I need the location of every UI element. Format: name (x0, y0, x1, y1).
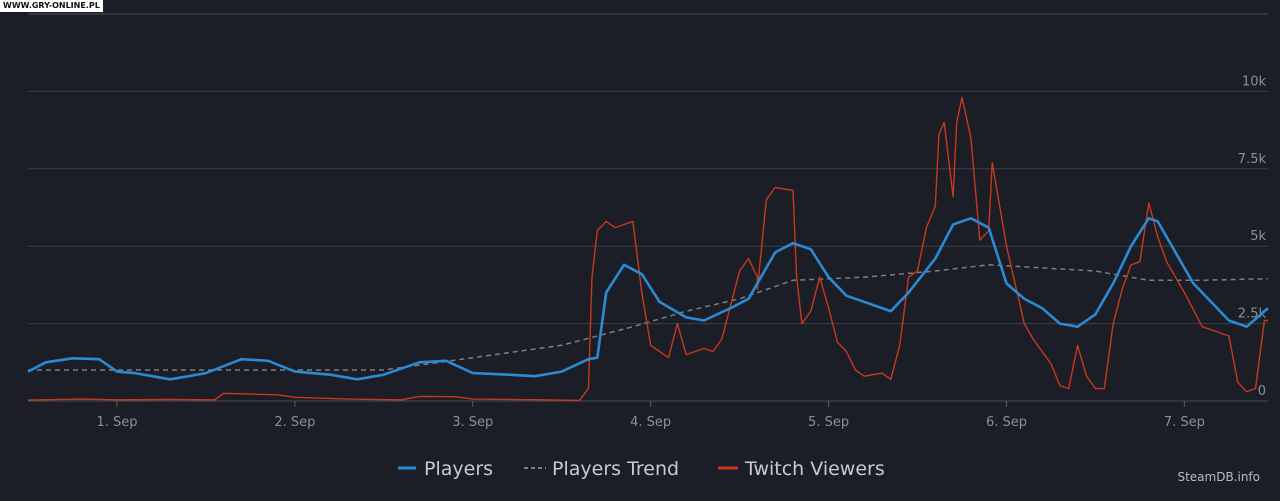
series-line-twitch-viewers (27, 96, 1268, 402)
x-tick-label: 4. Sep (630, 415, 671, 430)
x-tick-label: 7. Sep (1164, 415, 1205, 430)
y-axis-ticks: 0 2.5k 5k 7.5k 10k (1238, 74, 1267, 399)
x-axis-ticks: 1. Sep 2. Sep 3. Sep 4. Sep 5. Sep 6. Sep 7. S… (96, 401, 1205, 430)
watermark: WWW.GRY-ONLINE.PL (0, 0, 103, 12)
legend-item-players-trend[interactable]: Players Trend (524, 458, 679, 480)
y-tick-label: 5k (1250, 229, 1266, 244)
legend-item-players[interactable]: Players (398, 458, 493, 480)
x-tick-label: 1. Sep (96, 415, 137, 430)
x-tick-label: 5. Sep (808, 415, 849, 430)
legend[interactable]: Players Players Trend Twitch Viewers (398, 458, 885, 480)
legend-label-players: Players (424, 458, 493, 480)
y-tick-label: 7.5k (1238, 152, 1267, 167)
x-tick-label: 3. Sep (452, 415, 493, 430)
series-line-players-trend (28, 264, 1269, 371)
x-tick-label: 2. Sep (274, 415, 315, 430)
series-line-players (27, 217, 1269, 381)
legend-label-players-trend: Players Trend (552, 458, 679, 480)
y-tick-label: 2.5k (1238, 307, 1267, 322)
x-tick-label: 6. Sep (986, 415, 1027, 430)
credit-label[interactable]: SteamDB.info (1177, 470, 1260, 484)
legend-label-twitch-viewers: Twitch Viewers (744, 458, 885, 480)
grid-lines (28, 13, 1268, 402)
y-tick-label: 10k (1242, 74, 1267, 89)
legend-item-twitch-viewers[interactable]: Twitch Viewers (718, 458, 885, 480)
y-tick-label: 0 (1258, 384, 1266, 399)
series-lines (27, 96, 1269, 402)
